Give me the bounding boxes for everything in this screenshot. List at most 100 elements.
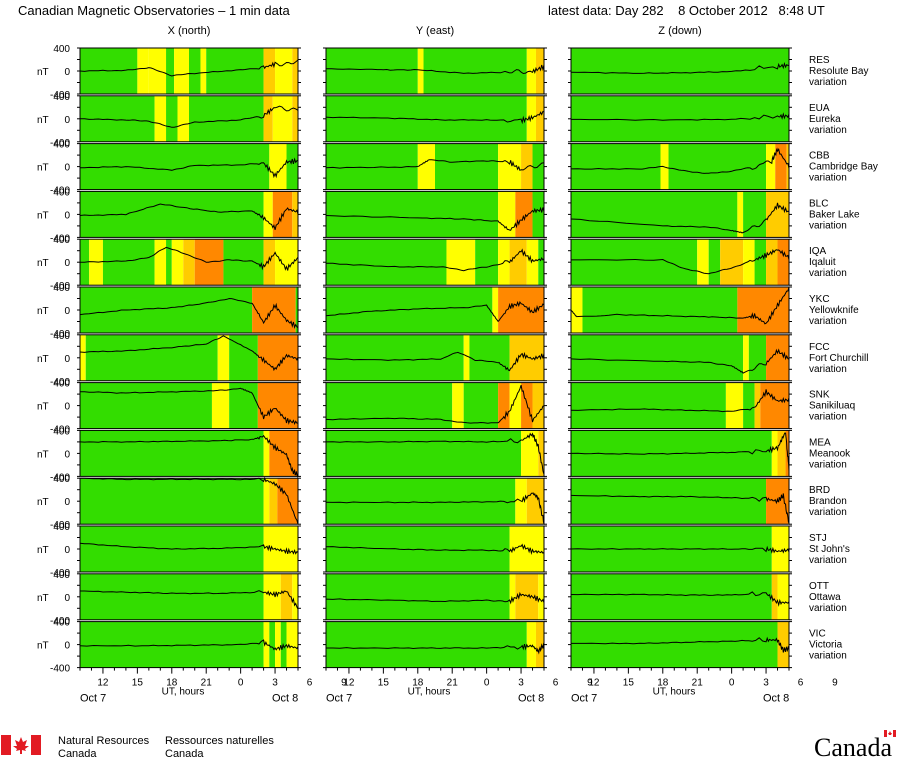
y-unit-label: nT	[37, 593, 49, 604]
activity-band	[423, 48, 527, 94]
activity-band	[85, 334, 218, 381]
station-code: CBB	[809, 151, 830, 162]
station-code: OTT	[809, 581, 829, 592]
activity-band	[743, 239, 755, 286]
x-tick-label: 21	[692, 678, 704, 689]
activity-band	[469, 334, 510, 381]
activity-band	[571, 191, 738, 238]
activity-band	[498, 143, 522, 190]
station-code: BLC	[809, 198, 828, 209]
activity-band	[766, 334, 789, 381]
x-axis-label: UT, hours	[162, 687, 205, 698]
activity-band	[571, 478, 767, 525]
x-tick-label: 0	[484, 678, 490, 689]
x-tick-label: 18	[657, 678, 669, 689]
activity-band	[737, 287, 789, 333]
activity-band	[166, 95, 178, 142]
activity-band	[498, 191, 516, 238]
activity-band	[257, 382, 298, 429]
trace-iqa	[79, 246, 299, 271]
activity-band	[189, 48, 201, 94]
x-tick-label: 3	[763, 678, 769, 689]
x-tick-label: 9	[587, 678, 593, 689]
trace-stj	[79, 542, 299, 555]
trace-fcc	[79, 335, 299, 372]
y-tick-label: 0	[64, 593, 70, 604]
activity-band	[535, 95, 544, 142]
y-tick-label: -400	[50, 616, 70, 627]
trace-blc	[570, 202, 790, 234]
activity-band	[571, 48, 789, 94]
trace-fcc	[325, 351, 545, 372]
station-kind: variation	[809, 603, 847, 614]
activity-band	[786, 143, 789, 190]
activity-band	[326, 48, 418, 94]
activity-band	[571, 143, 661, 190]
activity-band	[498, 382, 510, 429]
canada-wordmark: Canada	[814, 733, 892, 762]
activity-band	[526, 478, 544, 525]
y-unit-label: nT	[37, 115, 49, 126]
activity-band	[272, 95, 293, 142]
activity-band	[521, 430, 539, 477]
activity-band	[771, 573, 778, 620]
activity-band	[280, 621, 287, 668]
station-name: Iqaluit	[809, 257, 836, 268]
nrcan-fr-line1: Ressources naturelles	[165, 735, 274, 747]
activity-band	[326, 239, 447, 286]
canada-wordmark-flag-icon	[884, 730, 896, 737]
trace-iqa	[326, 248, 545, 272]
activity-band	[263, 95, 273, 142]
y-tick-label: 400	[53, 618, 70, 629]
x-tick-label: 3	[272, 678, 278, 689]
y-tick-label: -400	[50, 186, 70, 197]
y-tick-label: 0	[64, 449, 70, 460]
x-tick-label: 12	[97, 678, 109, 689]
activity-band	[275, 621, 281, 668]
activity-band	[737, 191, 744, 238]
trace-cbb	[80, 157, 299, 179]
x-tick-label: 21	[447, 678, 459, 689]
activity-band	[771, 430, 778, 477]
y-tick-label: 400	[53, 235, 70, 246]
activity-band	[280, 573, 293, 620]
x-axis-label: UT, hours	[408, 687, 451, 698]
activity-band	[509, 239, 527, 286]
activity-band	[200, 48, 207, 94]
station-kind: variation	[809, 268, 847, 279]
y-tick-label: 400	[53, 426, 70, 437]
nrcan-en-line2: Canada	[58, 748, 97, 760]
activity-band	[417, 143, 435, 190]
trace-vic	[79, 639, 299, 652]
y-tick-label: 0	[64, 402, 70, 413]
activity-band	[252, 287, 296, 333]
y-tick-label: 0	[64, 306, 70, 317]
x-tick-label: 9	[341, 678, 347, 689]
activity-band	[777, 621, 789, 668]
activity-band	[571, 287, 583, 333]
activity-band	[521, 382, 533, 429]
station-code: IQA	[809, 246, 827, 257]
y-tick-label: 0	[64, 545, 70, 556]
y-unit-label: nT	[37, 163, 49, 174]
station-name: Meanook	[809, 448, 851, 459]
trace-eua	[571, 112, 790, 121]
x-tick-label: 18	[412, 678, 424, 689]
x-tick-label: 6	[307, 678, 313, 689]
y-tick-label: -400	[50, 425, 70, 436]
trace-vic	[326, 642, 545, 655]
y-tick-label: -400	[50, 520, 70, 531]
activity-band	[80, 95, 155, 142]
y-unit-label: nT	[37, 210, 49, 221]
activity-band	[417, 48, 424, 94]
activity-band	[80, 573, 264, 620]
station-name: Yellowknife	[809, 305, 859, 316]
activity-band	[526, 95, 536, 142]
activity-band	[269, 621, 276, 668]
y-tick-label: 0	[64, 163, 70, 174]
activity-band	[263, 191, 273, 238]
y-tick-label: 400	[53, 283, 70, 294]
